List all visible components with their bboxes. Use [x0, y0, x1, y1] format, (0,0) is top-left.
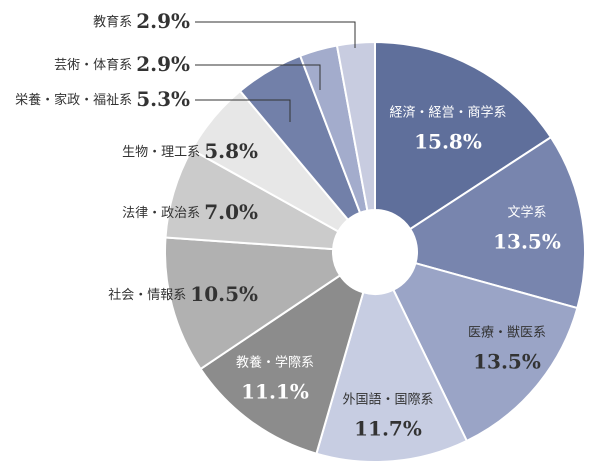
slice — [315, 288, 469, 463]
value-label: 5.8% — [204, 139, 258, 163]
value-label: 11.7% — [354, 417, 422, 441]
category-label: 栄養・家政・福祉系 — [15, 92, 132, 108]
slice-label: 教育系 2.9% — [93, 9, 190, 33]
value-label: 13.5% — [473, 350, 541, 374]
category-label: 社会・情報系 — [108, 287, 186, 303]
slice-label: 社会・情報系 10.5% — [108, 282, 258, 306]
slice-label: 医療・獣医系 — [468, 326, 546, 341]
slice — [408, 135, 586, 310]
leader-line — [195, 21, 356, 48]
slice — [374, 40, 553, 231]
value-label: 2.9% — [136, 52, 190, 76]
slice-label: 教養・学際系 — [236, 355, 314, 371]
value-label: 7.0% — [204, 200, 258, 224]
slice-label: 芸術・体育系 2.9% — [54, 52, 190, 76]
category-label: 芸術・体育系 — [54, 57, 132, 73]
slice — [199, 274, 365, 455]
value-label: 10.5% — [190, 282, 258, 306]
value-label: 13.5% — [493, 230, 561, 254]
slice-label: 栄養・家政・福祉系 5.3% — [15, 87, 190, 111]
value-label: 5.3% — [136, 87, 190, 111]
slice-label: 法律・政治系 7.0% — [122, 200, 258, 224]
value-label: 2.9% — [136, 9, 190, 33]
leader-line — [195, 99, 291, 122]
value-label: 15.8% — [414, 130, 482, 154]
slice-label: 外国語・国際系 — [342, 392, 433, 408]
slice-label: 生物・理工系 5.8% — [122, 139, 258, 163]
category-label: 教育系 — [93, 14, 132, 30]
category-label: 法律・政治系 — [122, 206, 200, 221]
slice-label: 文学系 — [507, 205, 546, 221]
category-label: 生物・理工系 — [122, 145, 200, 160]
slice-label: 経済・経営・商学系 — [389, 105, 506, 121]
slice — [392, 261, 579, 443]
slice — [164, 236, 342, 371]
slice — [335, 40, 376, 212]
leader-line — [195, 64, 321, 90]
value-label: 11.1% — [241, 380, 309, 404]
